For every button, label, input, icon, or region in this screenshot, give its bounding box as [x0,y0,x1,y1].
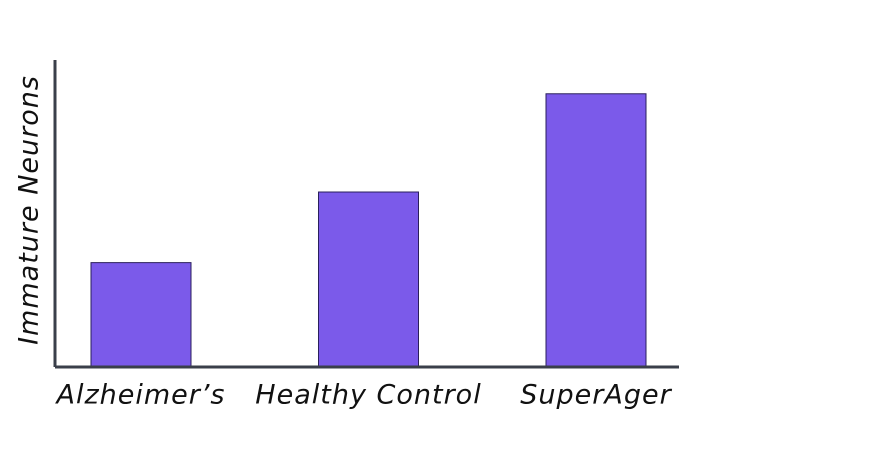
x-tick-label: Healthy Control [255,380,481,411]
bar [90,262,192,368]
x-tick-label: SuperAger [520,380,672,411]
bar [318,191,419,368]
bar [545,93,647,368]
x-tick-label: Alzheimer’s [54,380,225,411]
y-axis-label: Immature Neurons [14,75,45,345]
